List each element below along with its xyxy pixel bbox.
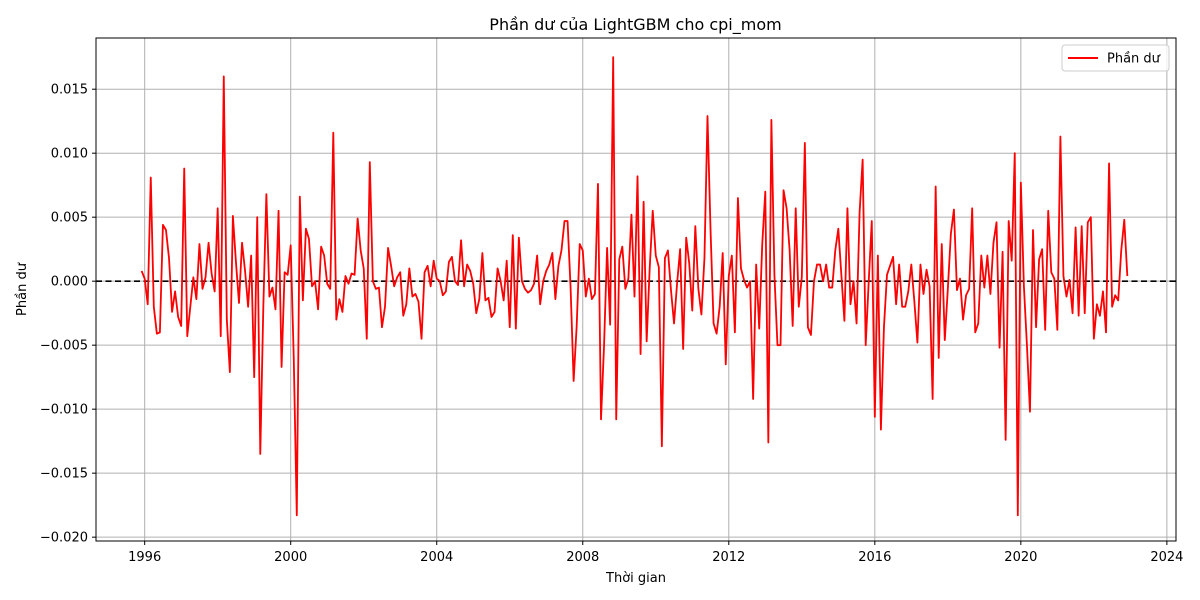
y-tick-label: 0.005 [51, 211, 88, 226]
y-tick-label: −0.010 [40, 403, 88, 418]
legend: Phần dư [1061, 44, 1170, 72]
x-axis: 1996 2000 2004 2008 2012 2016 2020 2024 [128, 541, 1183, 565]
x-axis-label: Thời gian [605, 571, 666, 586]
x-tick-label: 2000 [274, 550, 307, 565]
x-tick-label: 2016 [858, 550, 891, 565]
x-tick-label: 1996 [128, 550, 161, 565]
plot-frame [95, 37, 1177, 542]
x-tick-label: 2020 [1004, 550, 1037, 565]
x-tick-label: 2008 [566, 550, 599, 565]
y-axis-label: Phần dư [15, 262, 30, 316]
x-tick-label: 2024 [1150, 550, 1183, 565]
x-tick-label: 2012 [712, 550, 745, 565]
y-tick-label: 0.015 [51, 83, 88, 98]
legend-box [1061, 44, 1170, 72]
series-group [140, 56, 1129, 517]
y-tick-label: −0.005 [40, 339, 88, 354]
y-tick-label: 0.000 [51, 275, 88, 290]
y-axis: 0.015 0.010 0.005 0.000 −0.005 −0.010 −0.015 −0… [40, 83, 96, 546]
x-tick-label: 2004 [420, 550, 453, 565]
legend-label: Phần dư [1107, 52, 1161, 67]
y-tick-label: −0.015 [40, 467, 88, 482]
chart-title: Phần dư của LightGBM cho cpi_mom [489, 15, 781, 35]
y-tick-label: −0.020 [40, 531, 88, 546]
residual-series-line [140, 56, 1129, 517]
y-tick-label: 0.010 [51, 147, 88, 162]
